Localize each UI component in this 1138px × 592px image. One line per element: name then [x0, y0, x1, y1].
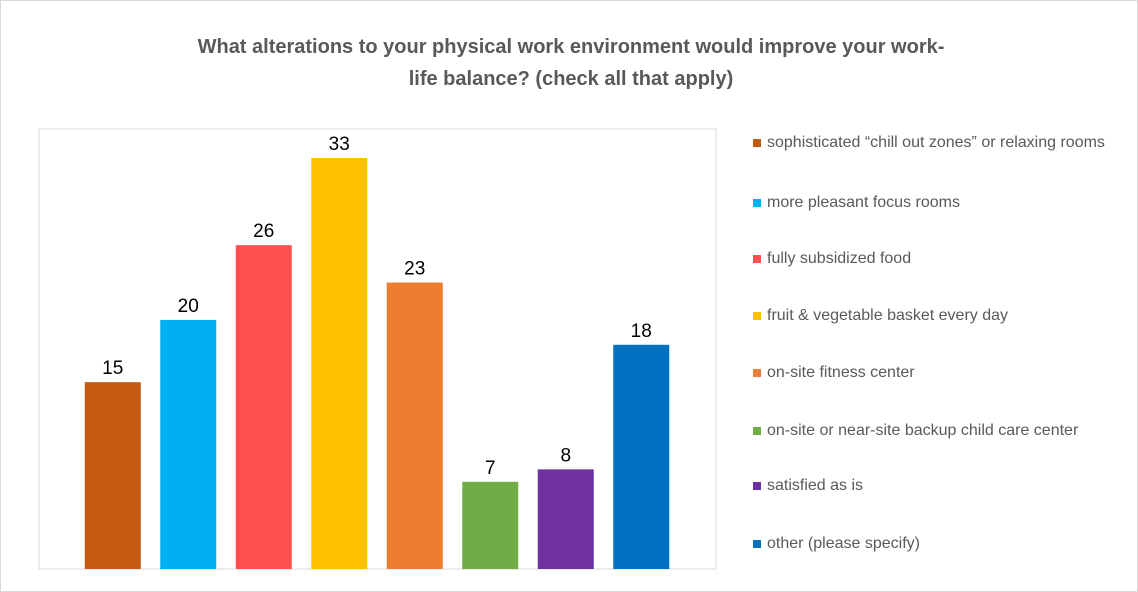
bar [613, 344, 670, 569]
legend-swatch [753, 482, 761, 490]
data-label: 33 [329, 134, 350, 155]
legend-swatch [753, 139, 761, 147]
legend-label: other (please specify) [767, 535, 920, 552]
legend-label: more pleasant focus rooms [767, 194, 960, 211]
legend-item: sophisticated “chill out zones” or relax… [753, 131, 1127, 155]
legend-swatch [753, 369, 761, 377]
legend-swatch [753, 312, 761, 320]
bar [84, 382, 141, 569]
bar [311, 158, 368, 569]
legend-label: satisfied as is [767, 477, 864, 494]
legend-item: on-site fitness center [753, 361, 1127, 385]
bar [235, 245, 292, 569]
bar [386, 282, 443, 569]
legend-item: other (please specify) [753, 532, 1127, 556]
data-label: 8 [560, 445, 571, 466]
data-label: 26 [253, 221, 274, 242]
legend-swatch [753, 199, 761, 207]
legend-label: sophisticated “chill out zones” or relax… [767, 134, 1105, 151]
data-label: 7 [485, 458, 496, 479]
legend-item: more pleasant focus rooms [753, 191, 1127, 215]
bar [160, 319, 217, 569]
chart-title: What alterations to your physical work e… [197, 36, 945, 90]
data-label: 23 [404, 259, 425, 280]
data-label: 20 [178, 296, 199, 317]
legend-item: fully subsidized food [753, 247, 1127, 271]
legend-label: on-site fitness center [767, 364, 915, 381]
data-label: 15 [102, 358, 123, 379]
legend-item: satisfied as is [753, 474, 1127, 498]
legend-swatch [753, 540, 761, 548]
legend-label: fully subsidized food [767, 250, 912, 267]
legend-swatch [753, 427, 761, 435]
legend-label: fruit & vegetable basket every day [767, 307, 1009, 324]
legend-label: on-site or near-site backup child care c… [767, 422, 1079, 439]
bar [462, 481, 519, 569]
legend-item: on-site or near-site backup child care c… [753, 419, 1127, 443]
legend-swatch [753, 255, 761, 263]
legend-item: fruit & vegetable basket every day [753, 304, 1127, 328]
bar [537, 469, 594, 569]
data-label: 18 [631, 321, 652, 342]
